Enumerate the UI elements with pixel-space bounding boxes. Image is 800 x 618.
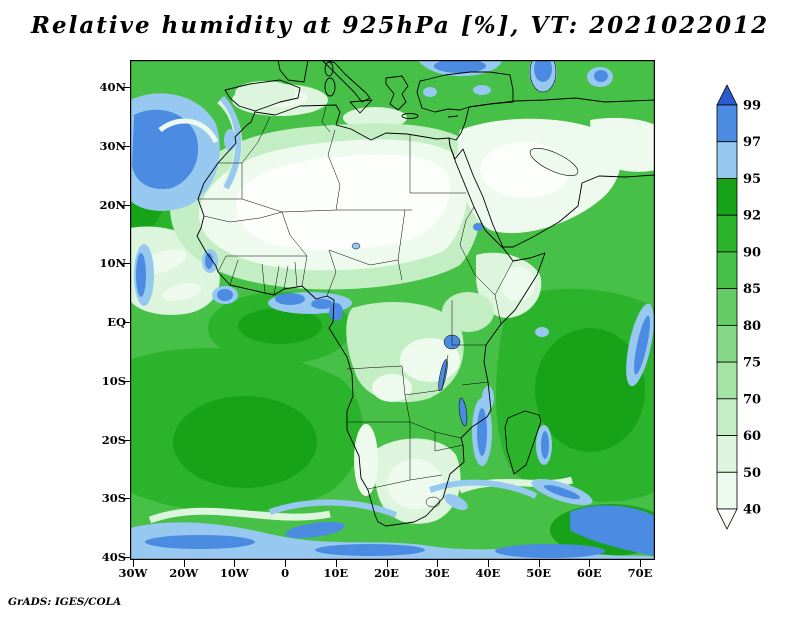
colorbar-segment [716, 251, 738, 290]
coastlines [196, 60, 655, 527]
lat-tick-label: EQ [107, 315, 126, 329]
lon-tick-label: 50E [526, 566, 551, 580]
colorbar-arrow-top [716, 84, 738, 106]
lon-tick-mark [487, 560, 489, 567]
italy-coastline [321, 60, 371, 103]
map-plot-area [130, 60, 655, 560]
caspian-sea [529, 60, 557, 93]
colorbar-segment [716, 324, 738, 363]
madagascar-coastline [504, 410, 542, 475]
lat-tick-mark [123, 557, 130, 558]
lat-tick-label: 40S [101, 550, 126, 564]
lesotho-border [425, 496, 441, 508]
lon-tick-label: 70E [627, 566, 653, 580]
lat-tick-mark [123, 263, 130, 265]
cyprus-coastline [447, 115, 459, 118]
lon-tick-mark [335, 560, 337, 567]
iberia-coastline [224, 79, 301, 112]
lat-tick-label: 30S [101, 491, 126, 506]
corsica-coastline [324, 61, 334, 77]
lon-tick-mark [183, 560, 185, 567]
credit-text: GrADS: IGES/COLA [8, 596, 122, 608]
turkey-coastline [416, 71, 514, 113]
france-coastline [277, 60, 309, 83]
lat-tick-mark [123, 87, 130, 88]
lat-tick-mark [123, 322, 130, 323]
lat-tick-mark [123, 380, 130, 382]
colorbar-segment [716, 141, 738, 179]
colorbar-label: 99 [743, 99, 761, 114]
colorbar-segment [716, 178, 738, 216]
high-humidity-blue-patches [130, 60, 655, 560]
lon-tick-label: 0 [281, 566, 290, 580]
africa-humidity-map [130, 60, 655, 560]
crete-coastline [401, 113, 419, 119]
lon-tick-mark [386, 560, 388, 567]
colorbar-label: 60 [743, 429, 761, 444]
lat-tick-label: 30N [99, 138, 126, 153]
colorbar-label: 95 [743, 172, 761, 187]
colorbar-label: 50 [743, 466, 761, 481]
lake-chad [351, 242, 361, 250]
lat-tick-mark [123, 145, 130, 147]
colorbar-label: 97 [743, 135, 761, 150]
lon-tick-mark [133, 560, 134, 567]
lon-tick-label: 30E [424, 566, 450, 580]
chart-title: Relative humidity at 925hPa [%], VT: 202… [30, 12, 770, 39]
humidity-field-shading [130, 60, 655, 560]
colorbar-arrow-bottom [716, 508, 738, 530]
colorbar-label: 75 [743, 356, 761, 371]
colorbar-label: 40 [743, 503, 761, 518]
lake-malawi [458, 397, 468, 427]
colorbar-label: 92 [743, 209, 761, 224]
lon-tick-label: 40E [475, 566, 501, 580]
lake-tanganyika [438, 359, 448, 391]
lat-tick-label: 10S [101, 373, 126, 388]
greece-coastline [385, 75, 409, 111]
country-borders [198, 106, 514, 508]
lon-tick-label: 10E [323, 566, 349, 580]
lat-tick-label: 20N [99, 197, 126, 212]
colorbar-segment [716, 471, 738, 510]
lon-tick-label: 10W [219, 566, 249, 580]
lon-tick-label: 20E [374, 566, 399, 580]
colorbar-segment [716, 214, 738, 253]
lon-tick-label: 60E [576, 566, 602, 580]
lat-tick-label: 40N [99, 80, 126, 94]
lon-tick-mark [285, 560, 287, 567]
colorbar-label: 90 [743, 245, 761, 260]
lat-tick-mark [123, 439, 130, 441]
colorbar-segment [716, 288, 738, 326]
lat-tick-mark [123, 204, 130, 206]
persian-gulf [529, 148, 579, 176]
lon-tick-mark [538, 560, 540, 567]
lon-tick-mark [234, 560, 236, 567]
colorbar-segment [716, 104, 738, 143]
lon-tick-mark [589, 560, 591, 567]
colorbar-segment [716, 435, 738, 473]
sicily-coastline [349, 99, 373, 114]
plot-frame [130, 60, 655, 560]
colorbar-label: 80 [743, 319, 761, 334]
colorbar-svg: 99 97 95 92 90 85 80 75 70 60 50 40 [716, 84, 761, 530]
lat-tick-label: 20S [101, 432, 126, 447]
colorbar-label: 70 [743, 392, 761, 407]
colorbar: 99 97 95 92 90 85 80 75 70 60 50 40 [716, 84, 776, 530]
colorbar-label: 85 [743, 282, 761, 297]
lat-tick-mark [123, 498, 130, 500]
lat-tick-label: 10N [99, 256, 126, 271]
colorbar-segment [716, 398, 738, 436]
lon-tick-label: 20W [169, 566, 199, 580]
lon-tick-mark [437, 560, 439, 567]
lon-tick-mark [640, 560, 641, 567]
colorbar-segment [716, 361, 738, 400]
sardinia-coastline [324, 77, 336, 97]
lon-tick-label: 30W [118, 566, 148, 580]
